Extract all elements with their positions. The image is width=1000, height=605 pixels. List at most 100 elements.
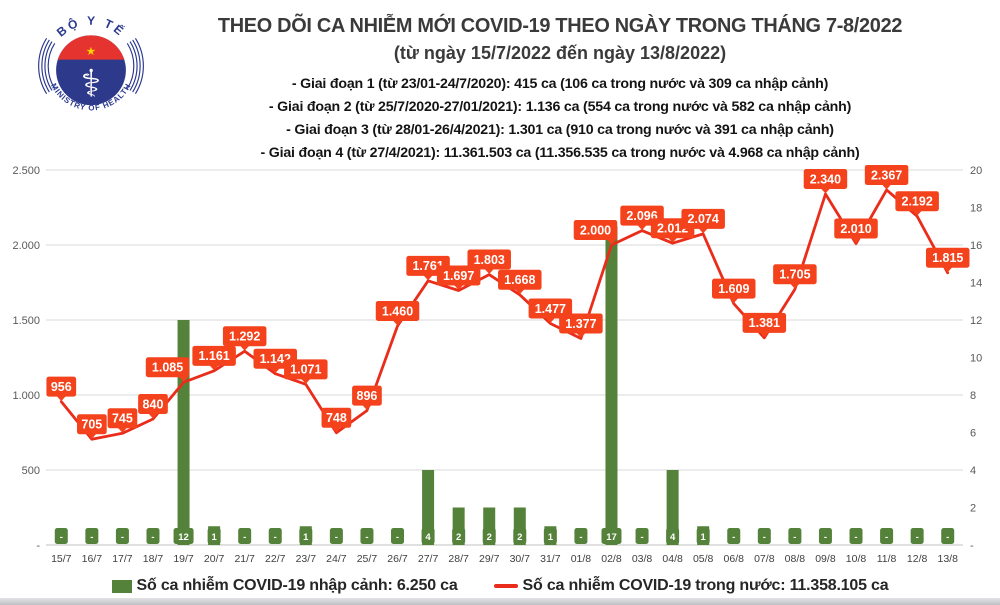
- line-label: 1.071: [290, 363, 321, 377]
- moh-logo: BỘ Y TẾ MINISTRY OF HEALTH ★ ⚕: [36, 11, 146, 121]
- bar-label: -: [579, 532, 582, 543]
- line-label-box: [284, 359, 328, 380]
- line-label: 1.377: [565, 317, 596, 331]
- x-tick-label: 29/7: [479, 553, 500, 565]
- line-label-notch: [789, 283, 800, 289]
- line-label-box: [375, 301, 420, 321]
- x-tick-label: 31/7: [540, 553, 561, 565]
- line-label-box: [573, 220, 618, 240]
- line-label: 2.340: [810, 172, 841, 186]
- bar-label: 4: [670, 532, 676, 543]
- line-label-notch: [667, 237, 678, 243]
- x-tick-label: 11/8: [877, 553, 897, 565]
- line-label: 2.000: [580, 223, 611, 237]
- line-label-notch: [606, 239, 617, 245]
- line-label: 1.815: [932, 251, 963, 265]
- right-axis-tick: 16: [970, 240, 982, 252]
- legend-item-domestic: Số ca nhiễm COVID-19 trong nước: 11.358.…: [493, 577, 889, 595]
- x-tick-label: 10/8: [846, 553, 867, 565]
- line-label-box: [773, 264, 817, 285]
- line-label-box: [895, 191, 939, 212]
- bar-label-box: [85, 528, 99, 544]
- line-label-box: [712, 278, 756, 299]
- line-label-box: [925, 247, 970, 268]
- x-tick-label: 30/7: [510, 553, 531, 565]
- line-label: 1.085: [152, 361, 183, 375]
- right-axis-tick: -: [970, 540, 974, 552]
- bar-label-box: [880, 528, 894, 544]
- bar-label-box: [482, 528, 496, 544]
- line-label-notch: [637, 224, 648, 231]
- bar-label-box: [788, 528, 802, 544]
- line-label-box: [321, 407, 352, 428]
- line-label: 1.477: [535, 302, 566, 316]
- bar-label: 17: [606, 532, 617, 543]
- bar-label: -: [90, 532, 93, 543]
- x-tick-label: 21/7: [234, 553, 255, 565]
- logo-red-band: [57, 35, 125, 60]
- bar-label-box: [299, 528, 313, 544]
- line-label-notch: [453, 284, 464, 290]
- line-label: 896: [357, 389, 378, 403]
- line-label-notch: [270, 367, 281, 374]
- right-axis-tick: 6: [970, 428, 976, 440]
- bar-label: 2: [517, 532, 522, 543]
- bar-label-box: [696, 528, 710, 544]
- line-label: 1.142: [260, 352, 291, 366]
- x-tick-label: 18/7: [143, 553, 164, 565]
- footer-strip: [0, 598, 1000, 605]
- line-label-box: [138, 394, 168, 414]
- phase-summary: - Giai đoạn 1 (từ 23/01-24/7/2020): 415 …: [128, 73, 992, 165]
- right-axis-tick: 2: [970, 503, 976, 515]
- line-label-box: [559, 313, 603, 334]
- line-label: 1.803: [474, 253, 505, 267]
- phase-line-3: - Giai đoạn 3 (từ 28/01-26/4/2021): 1.30…: [286, 122, 834, 138]
- left-axis-tick: 1.500: [12, 315, 40, 327]
- bar-label: -: [946, 532, 949, 543]
- x-tick-label: 02/8: [601, 553, 622, 565]
- line-label-notch: [575, 332, 586, 338]
- line-label: 705: [81, 418, 102, 432]
- phase-line-2: - Giai đoạn 2 (từ 25/7/2020-27/01/2021):…: [268, 99, 852, 115]
- x-tick-label: 12/8: [907, 553, 928, 565]
- x-tick-label: 13/8: [937, 553, 958, 565]
- line-label-box: [834, 218, 878, 239]
- bar-label: -: [793, 532, 796, 543]
- right-axis-tick: 8: [970, 390, 976, 402]
- line-label: 745: [112, 412, 133, 426]
- legend-line-swatch-icon: [493, 584, 518, 588]
- bar-label-box: [513, 528, 527, 544]
- line-label: 840: [143, 397, 164, 411]
- line-label: 1.161: [198, 349, 229, 363]
- right-axis-tick: 4: [970, 465, 976, 477]
- chart-area: 2.500 2.000 1.500 1.000 500-20 18 16 14 12 10 8 6 4 2…: [0, 155, 1000, 575]
- bar-label-box: [757, 528, 771, 544]
- x-tick-label: 06/8: [724, 553, 745, 565]
- line-label: 1.609: [718, 282, 749, 296]
- bar-label: -: [365, 532, 368, 543]
- line-label-box: [528, 298, 573, 319]
- bar-label: 1: [303, 532, 309, 543]
- line-label: 1.460: [382, 304, 413, 318]
- x-tick-label: 01/8: [571, 553, 592, 565]
- x-tick-label: 22/7: [265, 553, 286, 565]
- x-tick-label: 04/8: [662, 553, 683, 565]
- bar-label-box: [391, 528, 405, 544]
- logo-staff-of-aesculapius-icon: ⚕: [81, 64, 102, 106]
- line-label-notch: [392, 320, 403, 326]
- bar-label-box: [115, 528, 129, 544]
- line-label: 1.761: [412, 259, 443, 273]
- bar-label: -: [151, 532, 154, 543]
- line-label: 1.697: [443, 269, 474, 283]
- line-label-box: [467, 249, 511, 270]
- line-label: 2.192: [902, 195, 933, 209]
- bar-label-box: [910, 528, 924, 544]
- bar-label: -: [916, 532, 919, 543]
- bar-label-box: [54, 528, 68, 544]
- x-tick-label: 20/7: [204, 553, 225, 565]
- line-label-box: [77, 414, 107, 435]
- line-label-notch: [209, 364, 220, 371]
- bar-label-box: [173, 528, 194, 544]
- bar-label: 4: [425, 532, 431, 543]
- legend: Số ca nhiễm COVID-19 nhập cảnh: 6.250 ca…: [0, 577, 1000, 595]
